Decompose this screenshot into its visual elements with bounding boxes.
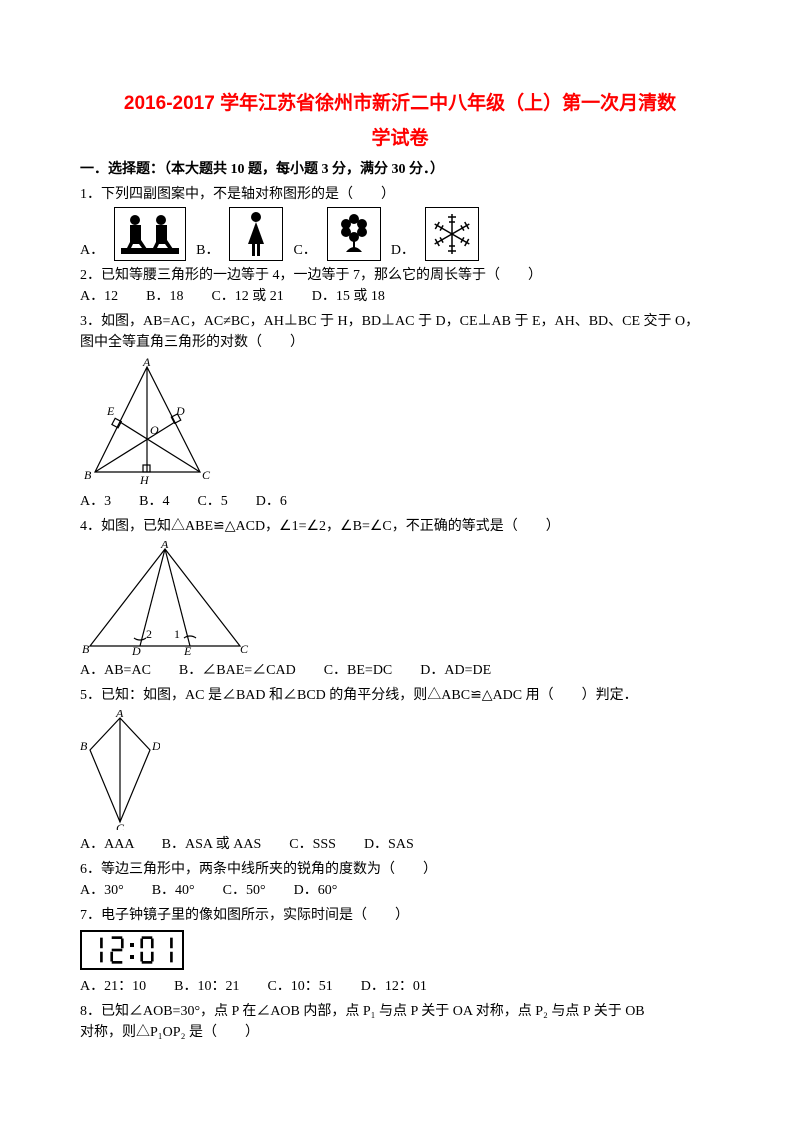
question-4: 4．如图，已知△ABE≌△ACD，∠1=∠2，∠B=∠C，不正确的等式是（ ） … [80, 516, 720, 681]
svg-text:O: O [150, 423, 159, 437]
svg-text:A: A [115, 710, 124, 720]
q7-stem: 7．电子钟镜子里的像如图所示，实际时间是（ ） [80, 905, 720, 926]
question-6: 6．等边三角形中，两条中线所夹的锐角的度数为（ ） A．30° B．40° C．… [80, 859, 720, 901]
q8-stem2: 对称，则△P₁OP₂ 是（ ） [80, 1022, 720, 1043]
q1-label-c: C． [293, 240, 316, 261]
q3-stem1: 3．如图，AB=AC，AC≠BC，AH⊥BC 于 H，BD⊥AC 于 D，CE⊥… [80, 311, 720, 332]
svg-text:D: D [131, 644, 141, 656]
exam-title-line1: 2016-2017 学年江苏省徐州市新沂二中八年级（上）第一次月清数 [80, 90, 720, 119]
question-3: 3．如图，AB=AC，AC≠BC，AH⊥BC 于 H，BD⊥AC 于 D，CE⊥… [80, 311, 720, 512]
q1-label-d: D． [391, 240, 415, 261]
svg-text:C: C [202, 468, 211, 482]
svg-text:B: B [84, 468, 92, 482]
question-1: 1．下列四副图案中，不是轴对称图形的是（ ） A． B． [80, 184, 720, 261]
q1-stem: 1．下列四副图案中，不是轴对称图形的是（ ） [80, 184, 720, 205]
q6-options: A．30° B．40° C．50° D．60° [80, 880, 720, 901]
q5-stem: 5．已知：如图，AC 是∠BAD 和∠BCD 的角平分线，则△ABC≌△ADC … [80, 685, 720, 706]
q8-stem1: 8．已知∠AOB=30°，点 P 在∠AOB 内部，点 P₁ 与点 P 关于 O… [80, 1001, 720, 1022]
question-8: 8．已知∠AOB=30°，点 P 在∠AOB 内部，点 P₁ 与点 P 关于 O… [80, 1001, 720, 1043]
svg-text:B: B [80, 739, 88, 753]
q2-options: A．12 B．18 C．12 或 21 D．15 或 18 [80, 286, 720, 307]
question-5: 5．已知：如图，AC 是∠BAD 和∠BCD 的角平分线，则△ABC≌△ADC … [80, 685, 720, 855]
q1-image-c [327, 207, 381, 261]
q5-figure: A B D C [80, 710, 720, 830]
exam-title-line2: 学试卷 [80, 125, 720, 154]
svg-text:C: C [116, 821, 125, 830]
q4-options: A．AB=AC B．∠BAE=∠CAD C．BE=DC D．AD=DE [80, 660, 720, 681]
svg-text:A: A [160, 541, 169, 551]
q3-stem2: 图中全等直角三角形的对数（ ） [80, 332, 720, 353]
q4-stem: 4．如图，已知△ABE≌△ACD，∠1=∠2，∠B=∠C，不正确的等式是（ ） [80, 516, 720, 537]
q3-options: A．3 B．4 C．5 D．6 [80, 491, 720, 512]
digit-1b-icon [158, 935, 176, 965]
digit-0-icon [138, 935, 156, 965]
q7-figure [80, 930, 720, 972]
svg-text:B: B [82, 642, 90, 656]
svg-text:E: E [106, 404, 115, 418]
q5-options: A．AAA B．ASA 或 AAS C．SSS D．SAS [80, 834, 720, 855]
svg-text:2: 2 [146, 627, 152, 641]
question-2: 2．已知等腰三角形的一边等于 4，一边等于 7，那么它的周长等于（ ） A．12… [80, 265, 720, 307]
svg-text:C: C [240, 642, 249, 656]
q2-stem: 2．已知等腰三角形的一边等于 4，一边等于 7，那么它的周长等于（ ） [80, 265, 720, 286]
colon-icon [128, 935, 136, 965]
q1-image-b [229, 207, 283, 261]
svg-text:H: H [139, 473, 150, 487]
section-1-heading: 一．选择题：（本大题共 10 题，每小题 3 分，满分 30 分．） [80, 159, 720, 180]
svg-text:E: E [183, 644, 192, 656]
q7-options: A．21：10 B．10：21 C．10：51 D．12：01 [80, 976, 720, 997]
digit-2-icon [108, 935, 126, 965]
svg-text:D: D [175, 404, 185, 418]
svg-text:A: A [142, 357, 151, 369]
q6-stem: 6．等边三角形中，两条中线所夹的锐角的度数为（ ） [80, 859, 720, 880]
q1-options: A． B． [80, 207, 720, 261]
svg-text:1: 1 [174, 627, 180, 641]
q1-label-a: A． [80, 240, 104, 261]
q3-figure: A B C H D E O [80, 357, 720, 487]
digit-1-icon [88, 935, 106, 965]
q1-label-b: B． [196, 240, 219, 261]
question-7: 7．电子钟镜子里的像如图所示，实际时间是（ ） [80, 905, 720, 997]
q1-image-a [114, 207, 186, 261]
svg-text:D: D [151, 739, 160, 753]
q4-figure: A B C D E 2 1 [80, 541, 720, 656]
q1-image-d [425, 207, 479, 261]
clock-display [80, 930, 184, 970]
